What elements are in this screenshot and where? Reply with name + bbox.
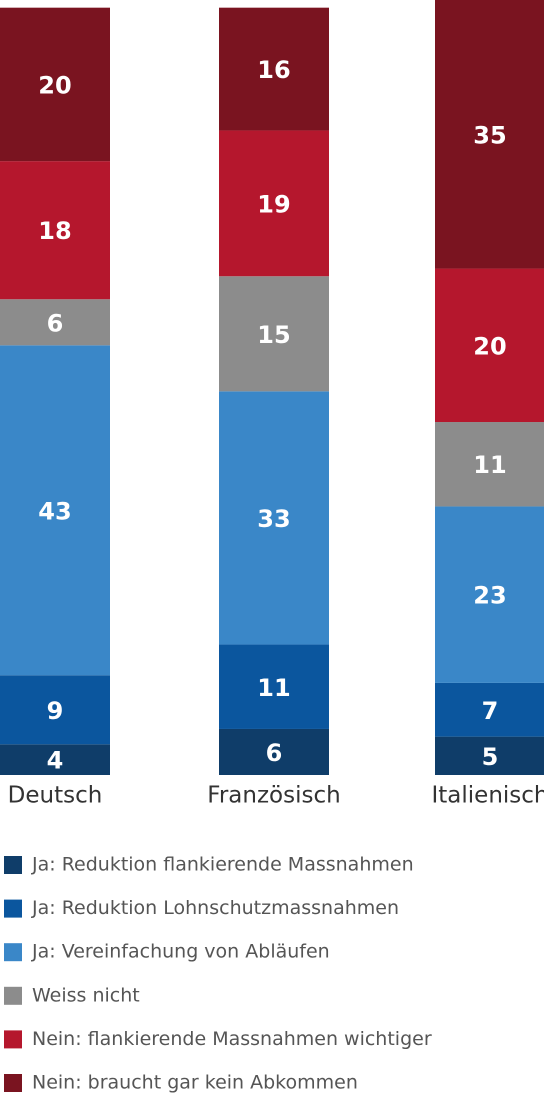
- legend-swatch: [4, 1074, 22, 1092]
- legend-label: Ja: Reduktion Lohnschutzmassnahmen: [31, 897, 399, 919]
- legend-label: Nein: braucht gar kein Abkommen: [32, 1072, 358, 1094]
- bar-segment: [435, 268, 544, 423]
- bar-segment: [0, 345, 110, 676]
- value-label: 16: [257, 56, 290, 84]
- bar-segment: [435, 506, 544, 683]
- legend-swatch: [4, 856, 22, 874]
- value-label: 33: [257, 505, 290, 533]
- bar-segment: [219, 391, 329, 645]
- bar-segment: [435, 422, 544, 507]
- value-label: 7: [482, 697, 499, 725]
- bar-segment: [0, 675, 110, 745]
- bar-segment: [219, 644, 329, 729]
- bar-segment: [219, 7, 329, 131]
- bar-segment: [219, 130, 329, 277]
- bar-segment: [0, 161, 110, 300]
- value-label: 19: [257, 190, 290, 218]
- x-tick-label: Italienisch: [432, 783, 544, 809]
- value-label: 43: [38, 497, 71, 525]
- bar-segment: [435, 682, 544, 737]
- bar-segment: [219, 276, 329, 392]
- bar-segment: [0, 744, 110, 775]
- legend-swatch: [4, 1030, 22, 1049]
- legend-swatch: [4, 899, 22, 918]
- legend-swatch: [4, 943, 22, 962]
- bar-segment: [219, 728, 329, 775]
- value-label: 35: [473, 121, 506, 149]
- value-label: 18: [38, 217, 71, 245]
- x-tick-label: Französisch: [207, 783, 340, 809]
- value-label: 15: [257, 321, 290, 349]
- bar-segment: [0, 7, 110, 162]
- legend-swatch: [4, 986, 22, 1005]
- value-label: 6: [47, 309, 64, 337]
- legend-label: Ja: Vereinfachung von Abläufen: [31, 941, 330, 963]
- value-label: 20: [38, 71, 71, 99]
- value-label: 9: [47, 697, 64, 725]
- value-label: 5: [482, 743, 499, 771]
- value-label: 4: [47, 747, 64, 775]
- value-label: 6: [266, 739, 283, 767]
- x-tick-label: Deutsch: [8, 783, 103, 809]
- bar-segment: [435, 0, 544, 269]
- legend-label: Ja: Reduktion flankierende Massnahmen: [31, 854, 414, 876]
- legend-label: Weiss nicht: [32, 984, 140, 1006]
- value-label: 11: [257, 674, 290, 702]
- legend-label: Nein: flankierende Massnahmen wichtiger: [32, 1028, 432, 1050]
- value-label: 23: [473, 582, 506, 610]
- value-label: 20: [473, 332, 506, 360]
- bar-segment: [435, 736, 544, 775]
- bar-segment: [0, 299, 110, 346]
- value-label: 11: [473, 451, 506, 479]
